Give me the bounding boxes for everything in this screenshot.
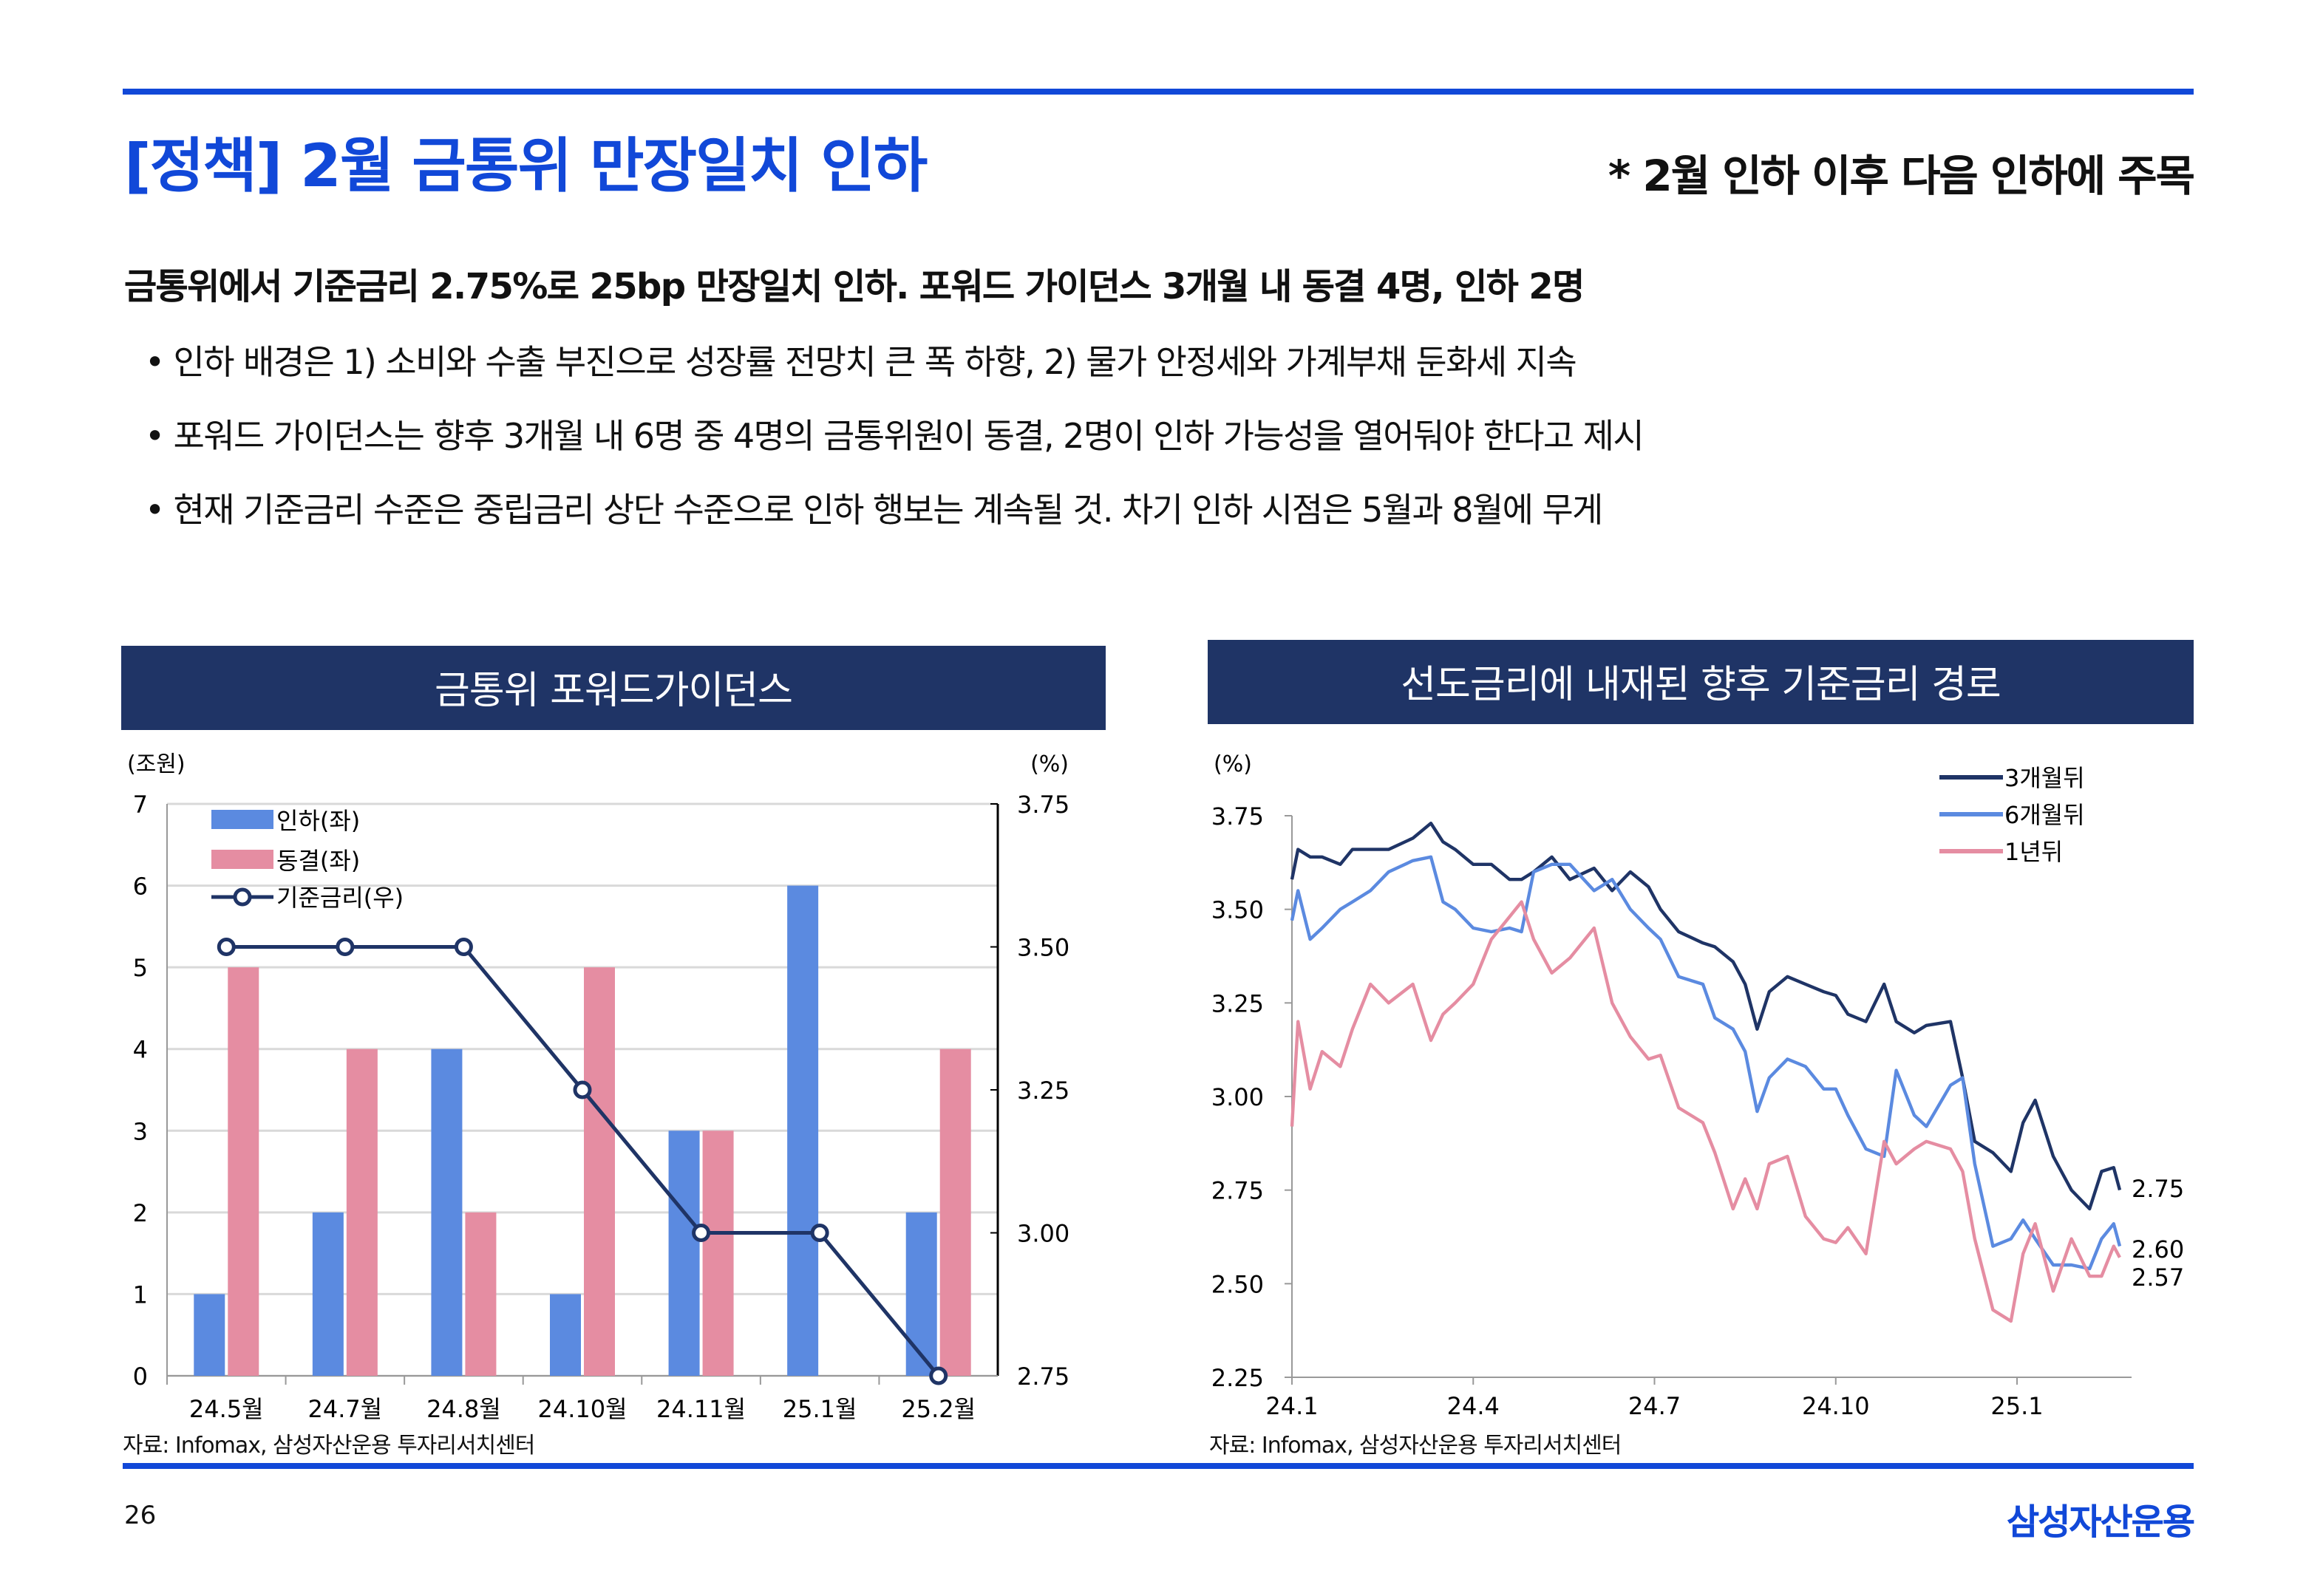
legend-label-hold: 동결(좌) — [276, 847, 360, 875]
x-tick: 24.8월 — [426, 1395, 501, 1423]
base-rate-point — [692, 1224, 711, 1242]
bar-hold — [465, 1212, 497, 1376]
bar-hold — [702, 1130, 734, 1376]
y-tick-left: 5 — [133, 954, 148, 982]
bar-cut — [550, 1294, 581, 1376]
y-tick-left: 0 — [133, 1363, 148, 1391]
y-tick-left: 7 — [133, 791, 148, 819]
x-tick: 24.4 — [1447, 1392, 1500, 1420]
headline: 금통위에서 기준금리 2.75%로 25bp 만장일치 인하. 포워드 가이던스… — [124, 266, 1585, 307]
base-rate-point — [929, 1366, 948, 1385]
line-chart: (%) 2.25 2.50 2.75 3.00 3.25 3.50 3.75 24.1 24.4 2… — [1211, 751, 2185, 1420]
x-tick: 24.11월 — [656, 1395, 746, 1423]
chart1-source: 자료: Infomax, 삼성자산운용 투자리서치센터 — [123, 1432, 535, 1459]
brand-logo: 삼성자산운용 — [2007, 1501, 2195, 1543]
y-tick: 2.50 — [1211, 1270, 1264, 1298]
legend-marker-rate — [233, 887, 252, 907]
end-value-label: 2.75 — [2132, 1175, 2184, 1203]
bar-hold — [228, 967, 259, 1376]
x-tick: 24.10월 — [537, 1395, 627, 1423]
x-tick: 24.7 — [1628, 1392, 1681, 1420]
chart1-title: 금통위 포워드가이던스 — [121, 646, 1106, 730]
y-tick: 2.25 — [1211, 1364, 1264, 1392]
page-number: 26 — [124, 1501, 157, 1531]
bar-cut — [312, 1212, 344, 1376]
bullet-3: • 현재 기준금리 수준은 중립금리 상단 수준으로 인하 행보는 계속될 것.… — [145, 492, 1603, 531]
x-tick: 25.1월 — [783, 1395, 857, 1423]
bar-cut — [668, 1130, 700, 1376]
end-value-label: 2.57 — [2132, 1264, 2184, 1292]
bar-cut — [787, 885, 819, 1376]
left-axis-unit: (조원) — [127, 751, 186, 777]
y-tick: 2.75 — [1211, 1177, 1264, 1205]
y-axis-unit: (%) — [1214, 751, 1252, 777]
bullet-2: • 포워드 가이던스는 향후 3개월 내 6명 중 4명의 금통위원이 동결, … — [145, 418, 1645, 457]
legend-label-rate: 기준금리(우) — [276, 884, 404, 912]
base-rate-point — [810, 1224, 829, 1242]
y-tick-left: 2 — [133, 1199, 148, 1227]
y-tick: 3.25 — [1211, 989, 1264, 1017]
legend-label-cut: 인하(좌) — [276, 807, 360, 835]
y-tick: 3.00 — [1211, 1083, 1264, 1111]
bar-chart: (조원) (%) 0 1 2 3 4 5 6 7 2.75 3.00 3.25 3.50 3.75 24.5월… — [127, 751, 1069, 1423]
y-tick-left: 6 — [133, 873, 148, 901]
legend-label: 6개월뒤 — [2004, 801, 2085, 829]
chart2-source: 자료: Infomax, 삼성자산운용 투자리서치센터 — [1209, 1432, 1622, 1459]
chart2-title: 선도금리에 내재된 향후 기준금리 경로 — [1208, 640, 2194, 724]
y-tick: 3.50 — [1211, 896, 1264, 924]
page-title: [정책] 2월 금통위 만장일치 인하 — [124, 133, 928, 201]
series-1y-line — [1290, 900, 2121, 1323]
y-tick-right: 3.50 — [1017, 934, 1069, 962]
bar-cut — [194, 1294, 225, 1376]
y-tick-left: 4 — [133, 1036, 148, 1064]
bar-hold — [584, 967, 615, 1376]
y-tick-right: 3.75 — [1017, 791, 1069, 819]
top-rule — [123, 89, 2194, 95]
y-tick-left: 1 — [133, 1280, 148, 1309]
y-tick-right: 3.25 — [1017, 1077, 1069, 1105]
y-tick-left: 3 — [133, 1117, 148, 1145]
bar-cut — [431, 1048, 463, 1376]
base-rate-point — [336, 938, 355, 956]
series-3m-line — [1290, 821, 2122, 1211]
legend-label: 3개월뒤 — [2004, 764, 2085, 792]
base-rate-point — [573, 1080, 592, 1099]
page-note: * 2월 인하 이후 다음 인하에 주목 — [1608, 151, 2195, 201]
bar-hold — [346, 1048, 378, 1376]
series-6m-line — [1290, 855, 2122, 1271]
x-tick: 25.1 — [1990, 1392, 2043, 1420]
legend-swatch-cut — [211, 810, 273, 829]
x-tick: 24.5월 — [189, 1395, 264, 1423]
base-rate-point — [217, 938, 236, 956]
end-value-label: 2.60 — [2132, 1235, 2184, 1264]
y-tick-right: 2.75 — [1017, 1363, 1069, 1391]
y-tick-right: 3.00 — [1017, 1220, 1069, 1248]
bullet-1: • 인하 배경은 1) 소비와 수출 부진으로 성장률 전망치 큰 폭 하향, … — [145, 344, 1577, 383]
bar-hold — [939, 1048, 971, 1376]
right-axis-unit: (%) — [1030, 751, 1069, 777]
x-tick: 25.2월 — [901, 1395, 976, 1423]
y-tick: 3.75 — [1211, 802, 1264, 831]
base-rate-point — [454, 938, 473, 956]
x-tick: 24.7월 — [308, 1395, 383, 1423]
legend-label: 1년뒤 — [2004, 838, 2063, 866]
legend-swatch-hold — [211, 850, 273, 869]
bottom-rule — [123, 1463, 2194, 1469]
bar-cut — [905, 1212, 937, 1376]
x-tick: 24.1 — [1265, 1392, 1318, 1420]
x-tick: 24.10 — [1802, 1392, 1870, 1420]
